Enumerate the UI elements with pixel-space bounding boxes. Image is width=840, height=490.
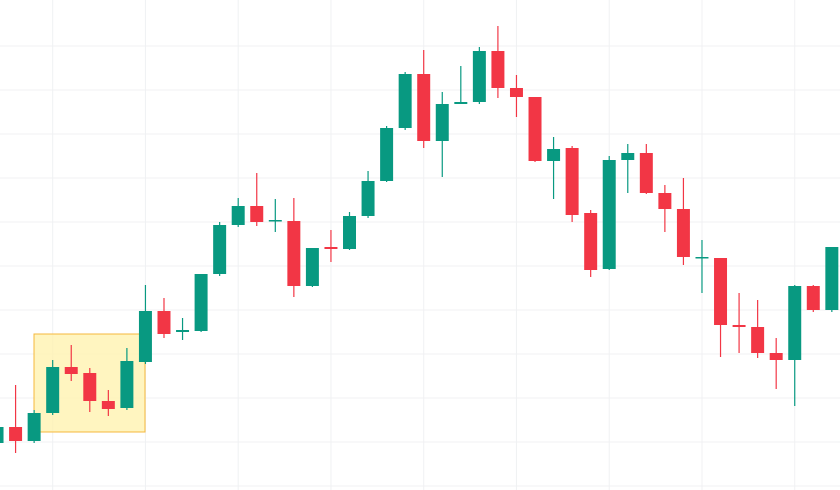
candle-body (639, 153, 653, 193)
candle-body (0, 427, 4, 443)
candle-body (732, 325, 746, 327)
candle-body (250, 206, 264, 222)
candles (0, 26, 839, 453)
candle-body (46, 367, 60, 413)
candle-body (343, 216, 356, 249)
candle-body (287, 221, 301, 286)
candle-body (268, 220, 282, 222)
candle-body (509, 88, 523, 97)
candle-body (361, 181, 375, 216)
candle-body (157, 311, 171, 334)
candle-body (9, 427, 23, 441)
candle-body (27, 413, 41, 441)
candle-body (435, 104, 449, 141)
candle-body (658, 193, 672, 209)
candle-body (676, 209, 690, 257)
candle-body (231, 206, 245, 225)
candle-body (83, 373, 97, 401)
candle-body (213, 225, 227, 274)
candle-body (788, 286, 802, 360)
candle-body (491, 51, 505, 88)
candle-body (398, 74, 412, 128)
candle-body (769, 353, 783, 360)
candle-body (714, 258, 728, 325)
candle-body (547, 149, 561, 161)
candle-body (176, 330, 190, 332)
candle-body (194, 274, 208, 331)
candle-body (324, 247, 338, 249)
candle-body (565, 148, 579, 215)
candle-body (751, 327, 765, 353)
candle-body (417, 74, 431, 141)
candle-body (380, 128, 394, 181)
candle-body (602, 160, 616, 269)
candle-body (64, 367, 78, 374)
candle-body (528, 97, 542, 161)
candle-body (454, 102, 468, 104)
candle-body (120, 361, 134, 408)
candle-body (101, 401, 115, 409)
candle-body (305, 248, 319, 286)
candle-body (695, 257, 709, 259)
candle-body (472, 51, 486, 102)
candle-body (825, 247, 839, 310)
candle-body (806, 286, 820, 310)
candle-body (621, 153, 635, 160)
candle-body (584, 213, 598, 270)
candle-body (138, 311, 152, 362)
